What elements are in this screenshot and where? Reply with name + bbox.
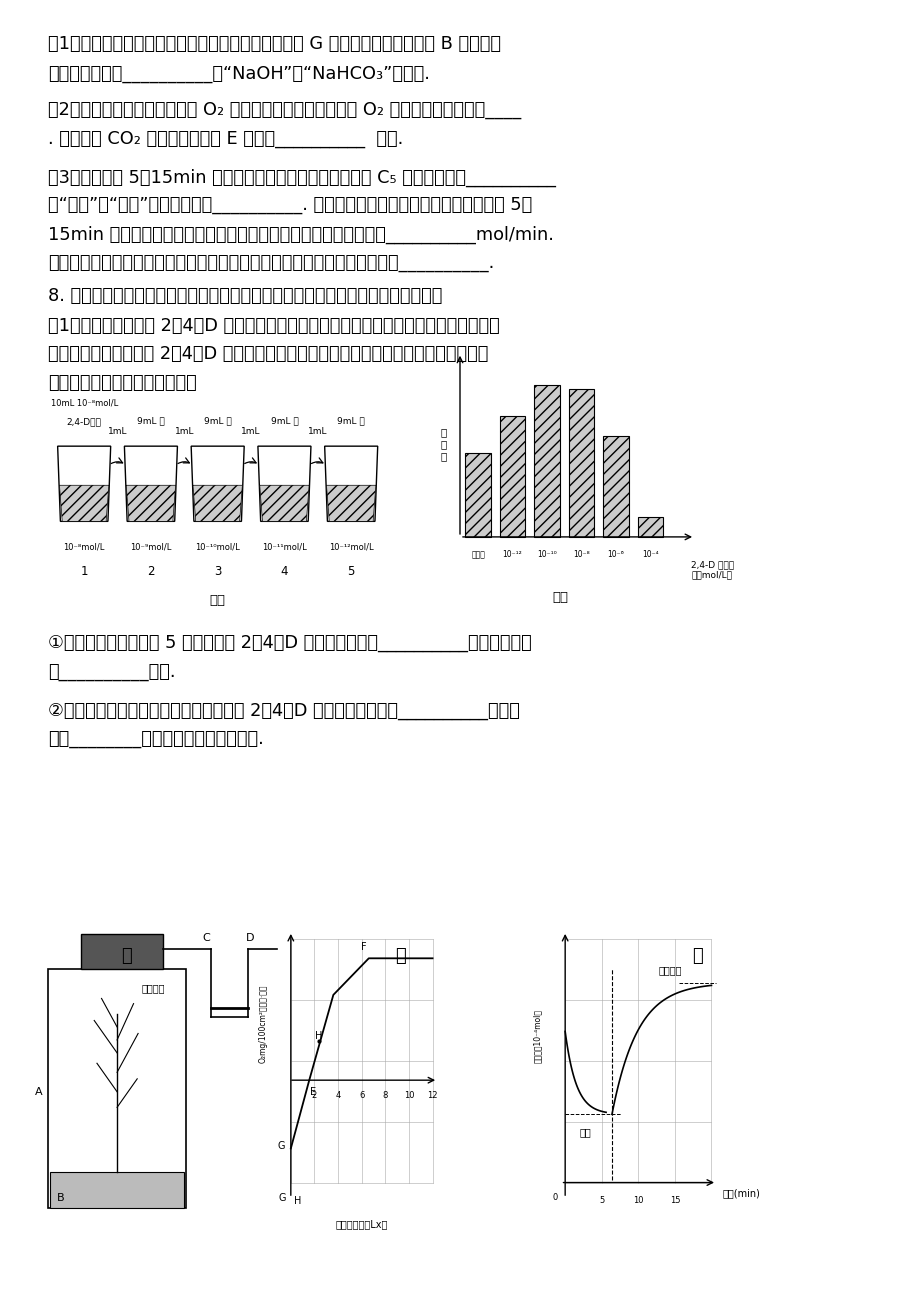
Text: 乙: 乙	[395, 947, 405, 965]
Text: 6: 6	[358, 1091, 364, 1100]
Text: 蔻馅水: 蔻馅水	[471, 549, 484, 559]
Text: 4: 4	[280, 565, 288, 578]
Polygon shape	[257, 447, 311, 521]
Text: 结果________（能，不能）体现两重性.: 结果________（能，不能）体现两重性.	[49, 730, 264, 749]
Text: 10⁻¹²: 10⁻¹²	[502, 549, 522, 559]
Polygon shape	[124, 447, 177, 521]
Text: 生
根
数: 生 根 数	[440, 427, 447, 461]
Polygon shape	[60, 486, 108, 521]
Polygon shape	[193, 486, 242, 521]
Text: 2: 2	[312, 1091, 317, 1100]
Text: （“增加”或“减少”），这是因为__________. 如果小麦叶片的呼吸速率始终不变，则在 5～: （“增加”或“减少”），这是因为__________. 如果小麦叶片的呼吸速率始…	[49, 195, 532, 214]
Text: 10⁻⁴: 10⁻⁴	[641, 549, 658, 559]
Polygon shape	[499, 415, 525, 536]
Text: （1）甲组同学为探究 2，4－D 溶液浓度对月季枝条生根的影响，首先按照图一所示步骤配: （1）甲组同学为探究 2，4－D 溶液浓度对月季枝条生根的影响，首先按照图一所示…	[49, 316, 500, 335]
Text: 2,4-D溶液: 2,4-D溶液	[67, 418, 101, 427]
Text: 0: 0	[552, 1193, 557, 1202]
Text: 1mL: 1mL	[241, 427, 260, 436]
Text: 应放置的液体为__________（“NaOH”或“NaHCO₃”）溢液.: 应放置的液体为__________（“NaOH”或“NaHCO₃”）溢液.	[49, 65, 430, 83]
Polygon shape	[637, 517, 663, 536]
Text: 12: 12	[426, 1091, 437, 1100]
Text: （2）据乙图分析，实验测得的 O₂ 释放量小于光合作用过程中 O₂ 实际产生量，原因是____: （2）据乙图分析，实验测得的 O₂ 释放量小于光合作用过程中 O₂ 实际产生量，…	[49, 102, 521, 120]
Text: 甲: 甲	[120, 947, 131, 965]
Text: 1mL: 1mL	[175, 427, 194, 436]
Text: 9mL 水: 9mL 水	[337, 417, 365, 426]
Text: 图一: 图一	[210, 594, 225, 607]
Text: 10⁻⁸mol/L: 10⁻⁸mol/L	[63, 542, 105, 551]
Text: （1）在一定条件下，若用甲图装置测定获得图乙中的 G 点对应的值，则甲图中 B 三角瓶内: （1）在一定条件下，若用甲图装置测定获得图乙中的 G 点对应的值，则甲图中 B …	[49, 35, 501, 53]
Polygon shape	[465, 453, 491, 536]
Text: H: H	[314, 1031, 322, 1042]
Text: 10⁻¹¹mol/L: 10⁻¹¹mol/L	[262, 542, 306, 551]
Text: 10: 10	[403, 1091, 414, 1100]
Text: 8: 8	[382, 1091, 388, 1100]
Polygon shape	[259, 486, 309, 521]
Text: 5: 5	[598, 1195, 604, 1204]
Text: 10mL 10⁻⁸mol/L: 10mL 10⁻⁸mol/L	[51, 398, 118, 408]
Text: 8. 某中学生物兴趣小组对生命活动的调节作了一些相关实验研究与分析，请作答：: 8. 某中学生物兴趣小组对生命活动的调节作了一些相关实验研究与分析，请作答：	[49, 286, 442, 305]
Text: 有色液体: 有色液体	[142, 983, 165, 993]
Text: 丙: 丙	[692, 947, 702, 965]
Text: 10⁻¹⁰: 10⁻¹⁰	[537, 549, 556, 559]
Polygon shape	[126, 486, 176, 521]
Text: 黑暗: 黑暗	[579, 1128, 591, 1137]
Polygon shape	[326, 486, 376, 521]
Polygon shape	[534, 385, 560, 536]
Text: 9mL 水: 9mL 水	[204, 417, 232, 426]
Text: 同一小麦植株的底部叶片呼吸作用强度比顶部叶片弱，其内部原因最可能是__________.: 同一小麦植株的底部叶片呼吸作用强度比顶部叶片弱，其内部原因最可能是_______…	[49, 254, 494, 272]
Text: 9mL 水: 9mL 水	[137, 417, 165, 426]
Text: 10: 10	[632, 1195, 643, 1204]
Text: 制了一系列浓度梯度的 2，4－D 溶液，然后选择插条，分组、编号，浸泡枝条，适宜条件: 制了一系列浓度梯度的 2，4－D 溶液，然后选择插条，分组、编号，浸泡枝条，适宜…	[49, 345, 488, 363]
Polygon shape	[324, 447, 378, 521]
Polygon shape	[191, 447, 244, 521]
Text: 光照强度（千Lx）: 光照强度（千Lx）	[335, 1219, 388, 1229]
Text: G: G	[278, 1141, 285, 1151]
Polygon shape	[568, 388, 594, 536]
Text: 10⁻¹⁰mol/L: 10⁻¹⁰mol/L	[195, 542, 240, 551]
Text: 10⁻¹²mol/L: 10⁻¹²mol/L	[328, 542, 373, 551]
Text: 图二: 图二	[552, 591, 568, 604]
Text: D: D	[245, 932, 254, 943]
Text: 3: 3	[214, 565, 221, 578]
Text: G: G	[278, 1193, 286, 1203]
Text: 10⁻⁶: 10⁻⁶	[607, 549, 624, 559]
Text: 4: 4	[335, 1091, 340, 1100]
Text: C: C	[201, 932, 210, 943]
Text: 培养，得到实验结果如图所示：: 培养，得到实验结果如图所示：	[49, 374, 197, 392]
Text: 1: 1	[80, 565, 88, 578]
Text: 5: 5	[347, 565, 355, 578]
Text: 气气量（10⁻⁴mol）: 气气量（10⁻⁴mol）	[533, 1009, 541, 1064]
Text: 1mL: 1mL	[108, 427, 127, 436]
Text: A: A	[34, 1087, 42, 1096]
Text: E: E	[310, 1087, 316, 1096]
Polygon shape	[58, 447, 110, 521]
Text: 2: 2	[147, 565, 154, 578]
Text: 15: 15	[669, 1195, 679, 1204]
Text: B: B	[56, 1193, 64, 1203]
Text: H: H	[293, 1195, 301, 1206]
Text: 10⁻⁹mol/L: 10⁻⁹mol/L	[130, 542, 172, 551]
Text: 时间(min): 时间(min)	[721, 1187, 759, 1198]
Text: 10⁻⁸: 10⁻⁸	[573, 549, 589, 559]
Text: 2,4-D 溶液浓
度（mol/L）: 2,4-D 溶液浓 度（mol/L）	[690, 560, 733, 579]
Text: O₂mg/100cm²叶面积·小时: O₂mg/100cm²叶面积·小时	[258, 984, 267, 1064]
Polygon shape	[602, 436, 629, 536]
Text: （3）丙图中在 5～15min 期间，单位时间内小麦叶肉细胞内 C₅ 的消耗量不断__________: （3）丙图中在 5～15min 期间，单位时间内小麦叶肉细胞内 C₅ 的消耗量不…	[49, 169, 556, 187]
Text: 适宜光照: 适宜光照	[658, 965, 682, 975]
Text: F: F	[361, 941, 367, 952]
Text: ②由图二可确定促进月季枝条生根的最适 2，4－D 溶液浓度的范围是__________，实验: ②由图二可确定促进月季枝条生根的最适 2，4－D 溶液浓度的范围是_______…	[49, 702, 520, 720]
Text: 9mL 水: 9mL 水	[270, 417, 298, 426]
Polygon shape	[51, 1172, 184, 1208]
Text: 1mL: 1mL	[308, 427, 327, 436]
Text: 15min 内，小麦叶片光合作用的平均速率（用氧气产生量表示）是__________mol/min.: 15min 内，小麦叶片光合作用的平均速率（用氧气产生量表示）是________…	[49, 225, 554, 243]
Text: . 适当提高 CO₂ 浓度，图乙中的 E 点将向__________  移动.: . 适当提高 CO₂ 浓度，图乙中的 E 点将向__________ 移动.	[49, 130, 403, 148]
Polygon shape	[81, 934, 163, 969]
Text: 了__________原则.: 了__________原则.	[49, 663, 176, 681]
Text: ①由图一分析可知，对 5 号烧杯中的 2，4－D 溶液的操作还应__________，该操作体现: ①由图一分析可知，对 5 号烧杯中的 2，4－D 溶液的操作还应________…	[49, 634, 532, 652]
